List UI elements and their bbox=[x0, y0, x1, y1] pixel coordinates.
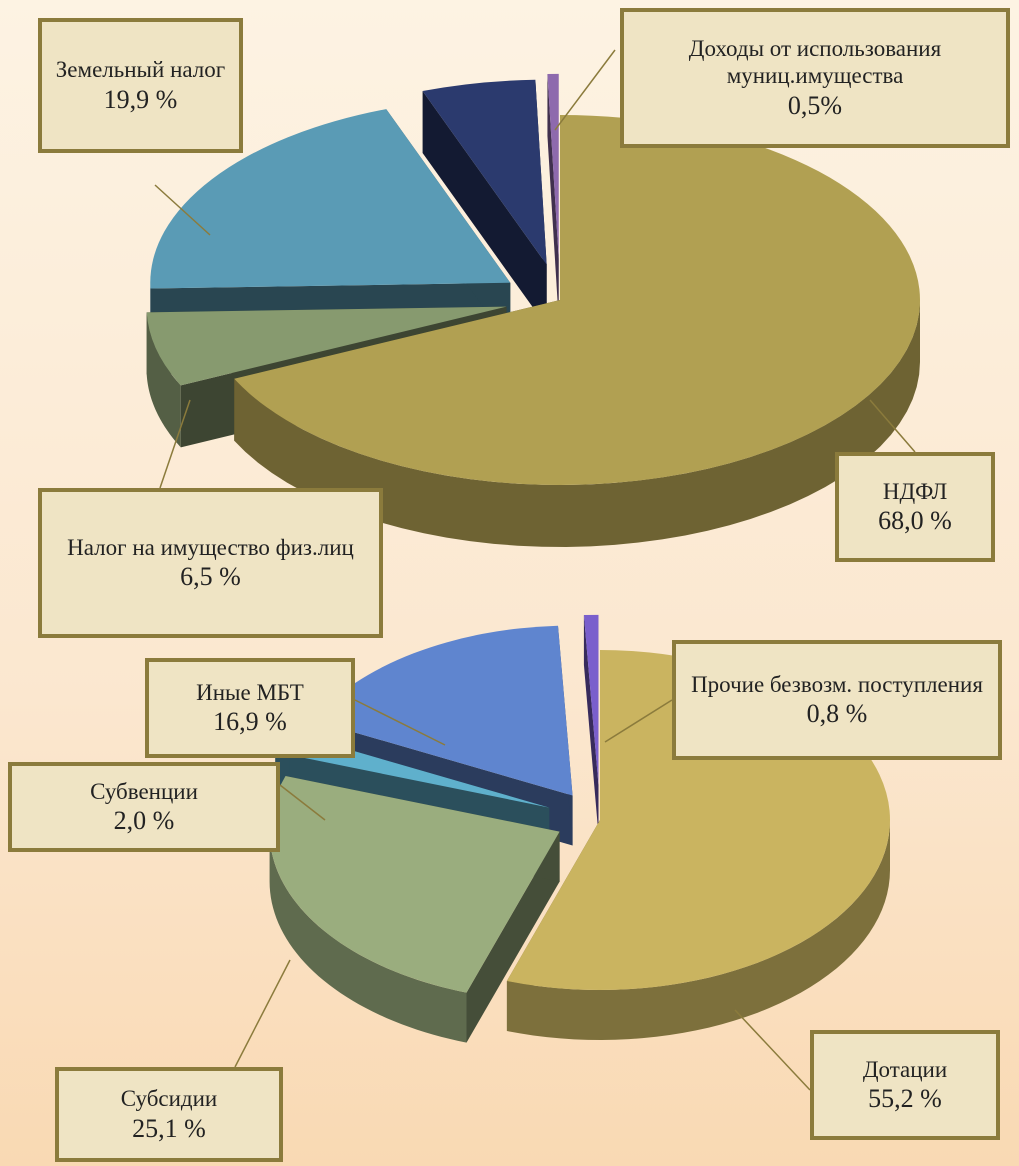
label-box: Дотации 55,2 % bbox=[810, 1030, 1000, 1140]
slice bbox=[422, 79, 547, 327]
label-box: Субсидии 25,1 % bbox=[55, 1067, 283, 1162]
label-box: Доходы от использования муниц.имущества 0… bbox=[620, 8, 1010, 148]
label-box: Прочие безвозм. поступления 0,8 % bbox=[672, 640, 1002, 760]
label-box: Земельный налог 19,9 % bbox=[38, 18, 243, 153]
slice bbox=[234, 115, 921, 547]
slice-side bbox=[583, 615, 599, 835]
leader-line bbox=[154, 184, 211, 236]
slice-top bbox=[547, 73, 559, 259]
slice-wall bbox=[269, 831, 467, 1043]
value-label: 16,9 % bbox=[213, 707, 287, 737]
leader-line bbox=[279, 784, 326, 821]
category-label: Доходы от использования муниц.имущества bbox=[688, 35, 942, 89]
slice-side bbox=[422, 91, 547, 327]
slice-top bbox=[422, 79, 547, 265]
value-label: 0,5% bbox=[787, 91, 843, 120]
slice-side bbox=[547, 73, 559, 321]
leader-line bbox=[554, 49, 616, 131]
slice-wall bbox=[234, 300, 920, 547]
slice-wall bbox=[506, 820, 890, 1040]
leader-line bbox=[354, 699, 446, 746]
slice-top bbox=[234, 115, 921, 485]
category-label: НДФЛ bbox=[882, 478, 948, 504]
leader-line bbox=[869, 399, 916, 453]
slice-top bbox=[146, 306, 507, 386]
leader-line bbox=[734, 1009, 811, 1091]
slice bbox=[583, 614, 599, 835]
category-label: Земельный налог bbox=[55, 57, 226, 83]
slice-top bbox=[583, 614, 599, 785]
value-label: 2,0 % bbox=[113, 806, 175, 836]
value-label: 0,8 % bbox=[806, 699, 868, 729]
category-label: Налог на имущество физ.лиц bbox=[67, 534, 354, 560]
category-label: Субвенции bbox=[90, 778, 198, 804]
value-label: 25,1 % bbox=[132, 1113, 206, 1143]
category-label: Дотации bbox=[862, 1056, 948, 1082]
label-box: Субвенции 2,0 % bbox=[8, 762, 280, 852]
slice-top bbox=[312, 625, 573, 796]
slice-wall bbox=[146, 312, 181, 448]
slice-side bbox=[466, 831, 560, 1043]
label-box: Налог на имущество физ.лиц 6,5 % bbox=[38, 488, 383, 638]
value-label: 19,9 % bbox=[103, 84, 178, 114]
slice-top bbox=[269, 776, 560, 993]
value-label: 55,2 % bbox=[868, 1084, 942, 1114]
slice bbox=[547, 73, 559, 321]
leader-line bbox=[234, 959, 291, 1068]
label-box: Иные МБТ 16,9 % bbox=[145, 658, 355, 758]
leader-line bbox=[604, 699, 673, 743]
leader-line bbox=[159, 399, 191, 489]
category-label: Субсидии bbox=[120, 1086, 218, 1112]
category-label: Иные МБТ bbox=[196, 679, 304, 705]
label-box: НДФЛ 68,0 % bbox=[835, 452, 995, 562]
category-label: Прочие безвозм. поступления bbox=[691, 671, 983, 697]
slice-top bbox=[150, 109, 511, 289]
value-label: 68,0 % bbox=[878, 506, 952, 536]
value-label: 6,5 % bbox=[180, 562, 241, 592]
slice bbox=[269, 776, 560, 1043]
